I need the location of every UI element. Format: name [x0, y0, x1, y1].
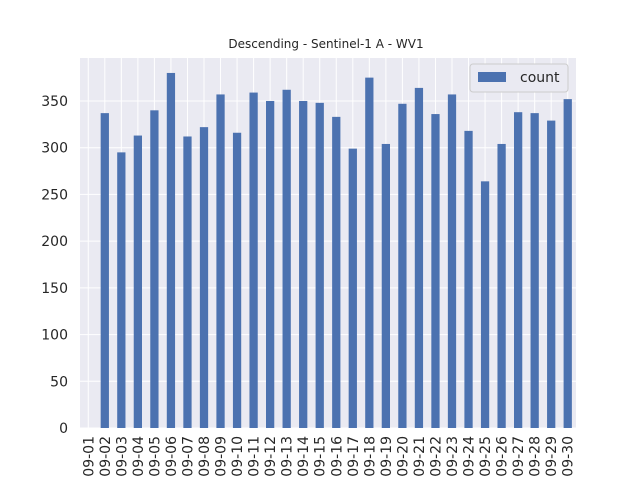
x-tick-label: 09-28	[528, 436, 544, 477]
x-tick-label: 09-25	[478, 436, 494, 477]
bar-09-23	[447, 94, 457, 428]
bar-series	[100, 72, 572, 429]
x-tick-label: 09-22	[428, 436, 444, 477]
bar-09-21	[414, 87, 424, 428]
bar-09-02	[100, 113, 109, 429]
bar-09-09	[216, 94, 225, 428]
legend-label-count: count	[520, 70, 560, 86]
bar-09-16	[332, 116, 341, 428]
y-tick-label: 0	[59, 421, 68, 437]
x-tick-label: 09-17	[346, 436, 362, 477]
x-tick-label: 09-21	[412, 436, 428, 477]
bar-09-07	[183, 136, 192, 428]
x-tick-label: 09-06	[164, 436, 180, 477]
x-tick-label: 09-11	[247, 436, 263, 477]
bar-09-24	[464, 130, 473, 428]
y-tick-label: 300	[41, 141, 68, 157]
bar-09-03	[117, 152, 126, 428]
legend-swatch-count	[478, 72, 506, 82]
bar-09-11	[249, 92, 258, 428]
x-tick-label: 09-07	[180, 436, 196, 477]
bar-09-08	[199, 127, 209, 428]
bar-09-25	[480, 181, 490, 428]
bar-09-14	[299, 100, 308, 428]
x-tick-label: 09-05	[147, 436, 163, 477]
legend: count	[469, 63, 569, 93]
y-axis-ticks: 0 50 100 150 200 250 300 350	[41, 94, 68, 437]
x-tick-label: 09-09	[214, 436, 230, 477]
x-tick-label: 09-24	[462, 436, 478, 477]
x-tick-label: 09-19	[379, 436, 395, 477]
bar-09-15	[315, 102, 324, 429]
bar-09-19	[381, 143, 390, 428]
y-tick-label: 100	[41, 328, 68, 344]
y-gridlines	[80, 100, 576, 429]
bar-09-30	[563, 99, 572, 428]
bar-09-05	[150, 110, 159, 428]
legend-box	[469, 63, 569, 93]
x-tick-label: 09-23	[445, 436, 461, 477]
bar-09-22	[431, 114, 440, 428]
bar-09-13	[282, 89, 291, 429]
y-tick-label: 150	[41, 281, 68, 297]
x-tick-label: 09-08	[197, 436, 213, 477]
bar-09-17	[348, 148, 357, 428]
x-axis-ticks: 09-01 09-02 09-03 09-04 09-05 09-06 09-07 09-08…	[81, 436, 576, 477]
x-tick-label: 09-29	[544, 436, 560, 477]
x-tick-label: 09-01	[81, 436, 97, 477]
x-tick-label: 09-15	[313, 436, 329, 477]
y-tick-label: 350	[41, 94, 68, 110]
bar-09-20	[398, 103, 407, 428]
bar-09-06	[166, 72, 176, 428]
x-tick-label: 09-26	[495, 436, 511, 477]
x-tick-label: 09-03	[114, 436, 130, 477]
x-tick-label: 09-16	[329, 436, 345, 477]
bar-09-26	[497, 143, 506, 428]
y-tick-label: 250	[41, 187, 68, 203]
x-tick-label: 09-14	[296, 436, 312, 477]
y-tick-label: 200	[41, 234, 68, 250]
plot-area	[80, 58, 576, 428]
bar-09-18	[365, 77, 374, 428]
bar-09-04	[133, 135, 142, 428]
x-tick-label: 09-20	[395, 436, 411, 477]
x-tick-label: 09-18	[362, 436, 378, 477]
y-tick-label: 50	[50, 374, 68, 390]
x-tick-label: 09-13	[280, 436, 296, 477]
x-tick-label: 09-30	[561, 436, 577, 477]
chart-title: Descending - Sentinel-1 A - WV1	[228, 37, 423, 51]
bar-09-12	[266, 100, 275, 428]
bar-09-27	[514, 112, 523, 428]
x-tick-label: 09-12	[263, 436, 279, 477]
bar-09-29	[547, 120, 556, 428]
x-tick-label: 09-02	[98, 436, 114, 477]
x-tick-label: 09-10	[230, 436, 246, 477]
x-tick-label: 09-04	[131, 436, 147, 477]
x-tick-label: 09-27	[511, 436, 527, 477]
bar-09-10	[232, 132, 242, 428]
bar-09-28	[530, 113, 539, 429]
